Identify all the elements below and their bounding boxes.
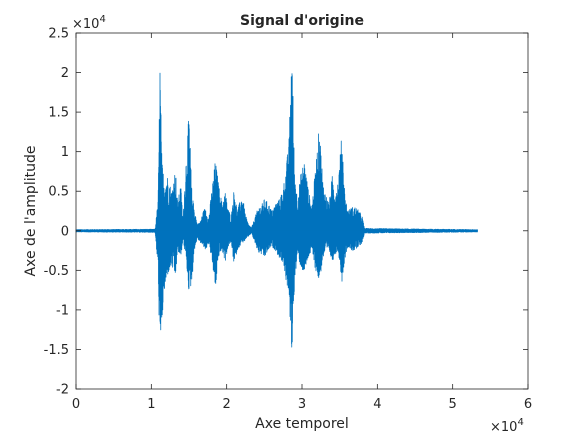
y-multiplier-exponent: 4 (99, 14, 105, 25)
x-tick-label: 2 (223, 397, 231, 412)
plot-area-frame (75, 32, 529, 390)
x-multiplier-exponent: 4 (517, 417, 523, 428)
x-tick-label: 4 (373, 397, 381, 412)
x-tick-label: 6 (524, 397, 532, 412)
y-tick-label: 2 (61, 66, 69, 81)
y-tick-label: 2.5 (48, 27, 69, 42)
x-tick-label: 5 (449, 397, 457, 412)
y-tick-label: -1 (56, 303, 69, 318)
y-multiplier-base: ×10 (72, 17, 99, 32)
y-tick-label: -2 (56, 383, 69, 398)
y-axis-label: Axe de l'amplitude (23, 146, 39, 277)
y-multiplier: ×104 (72, 14, 106, 32)
x-axis-label: Axe temporel (255, 416, 349, 432)
signal-layer (75, 72, 478, 348)
x-tick-label: 3 (298, 397, 306, 412)
y-tick-label: -1.5 (44, 343, 69, 358)
x-tick-label: 1 (147, 397, 155, 412)
y-tick-label: 1 (61, 145, 69, 160)
y-tick-label: 1.5 (48, 106, 69, 121)
x-multiplier: ×104 (490, 417, 524, 435)
x-multiplier-base: ×10 (490, 420, 517, 435)
x-tick-label: 0 (72, 397, 80, 412)
chart-title: Signal d'origine (240, 13, 364, 29)
y-tick-label: -0.5 (44, 264, 69, 279)
y-tick-label: 0 (61, 224, 69, 239)
y-tick-label: 0.5 (48, 185, 69, 200)
